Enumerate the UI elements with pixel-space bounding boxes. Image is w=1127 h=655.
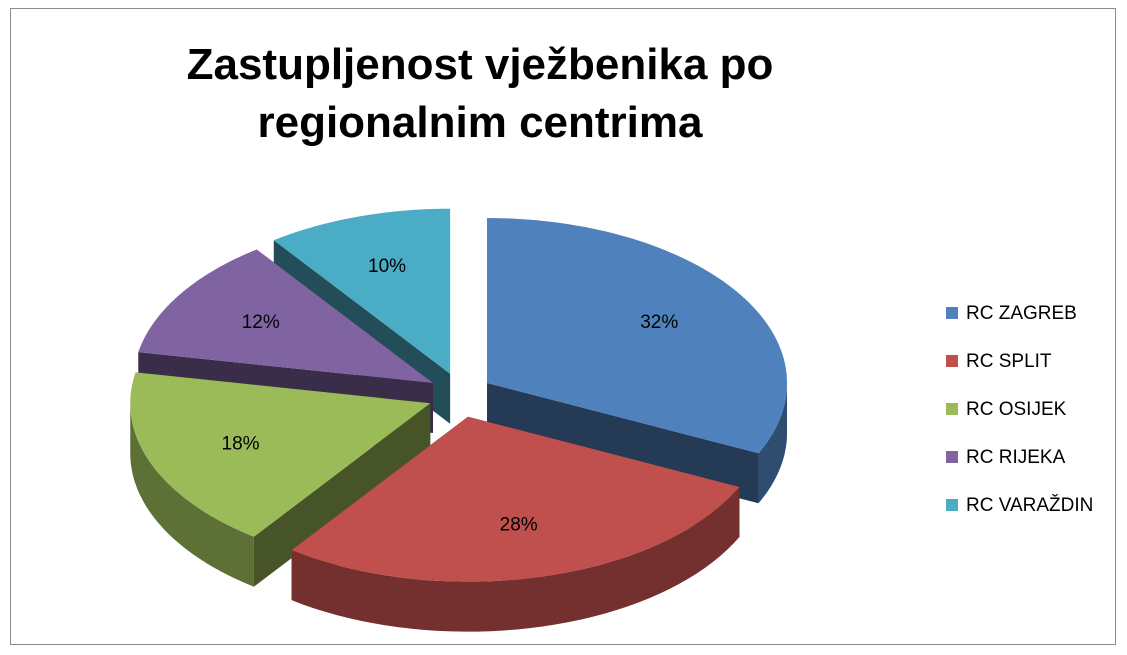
slice-top xyxy=(273,208,451,374)
data-label: 32% xyxy=(640,312,678,333)
legend-swatch xyxy=(946,499,958,511)
legend-swatch xyxy=(946,355,958,367)
slice-side xyxy=(291,486,740,632)
legend-label: RC VARAŽDIN xyxy=(966,494,1093,516)
legend-label: RC SPLIT xyxy=(966,351,1052,372)
data-label: 28% xyxy=(500,514,538,535)
legend-swatch xyxy=(946,403,958,415)
legend-swatch xyxy=(946,451,958,463)
legend-label: RC RIJEKA xyxy=(966,447,1066,468)
slice-top xyxy=(291,416,740,582)
legend-label: RC OSIJEK xyxy=(966,399,1067,420)
chart-title: Zastupljenost vježbenika po regionalnim … xyxy=(186,40,774,147)
chart-frame xyxy=(10,8,1116,645)
data-label: 18% xyxy=(222,434,260,455)
slice xyxy=(487,217,788,504)
slice-side xyxy=(758,382,788,504)
slice-wall xyxy=(487,382,759,504)
slice-wall xyxy=(253,403,431,587)
slice-top xyxy=(138,249,433,383)
slice-top xyxy=(487,217,788,454)
data-label: 12% xyxy=(242,312,280,333)
slice-top xyxy=(130,372,431,537)
legend-swatch xyxy=(946,307,958,319)
slice xyxy=(291,416,740,632)
slice-side xyxy=(130,403,254,587)
data-label: 10% xyxy=(368,256,406,277)
legend-label: RC ZAGREB xyxy=(966,303,1077,324)
slice xyxy=(130,372,431,587)
